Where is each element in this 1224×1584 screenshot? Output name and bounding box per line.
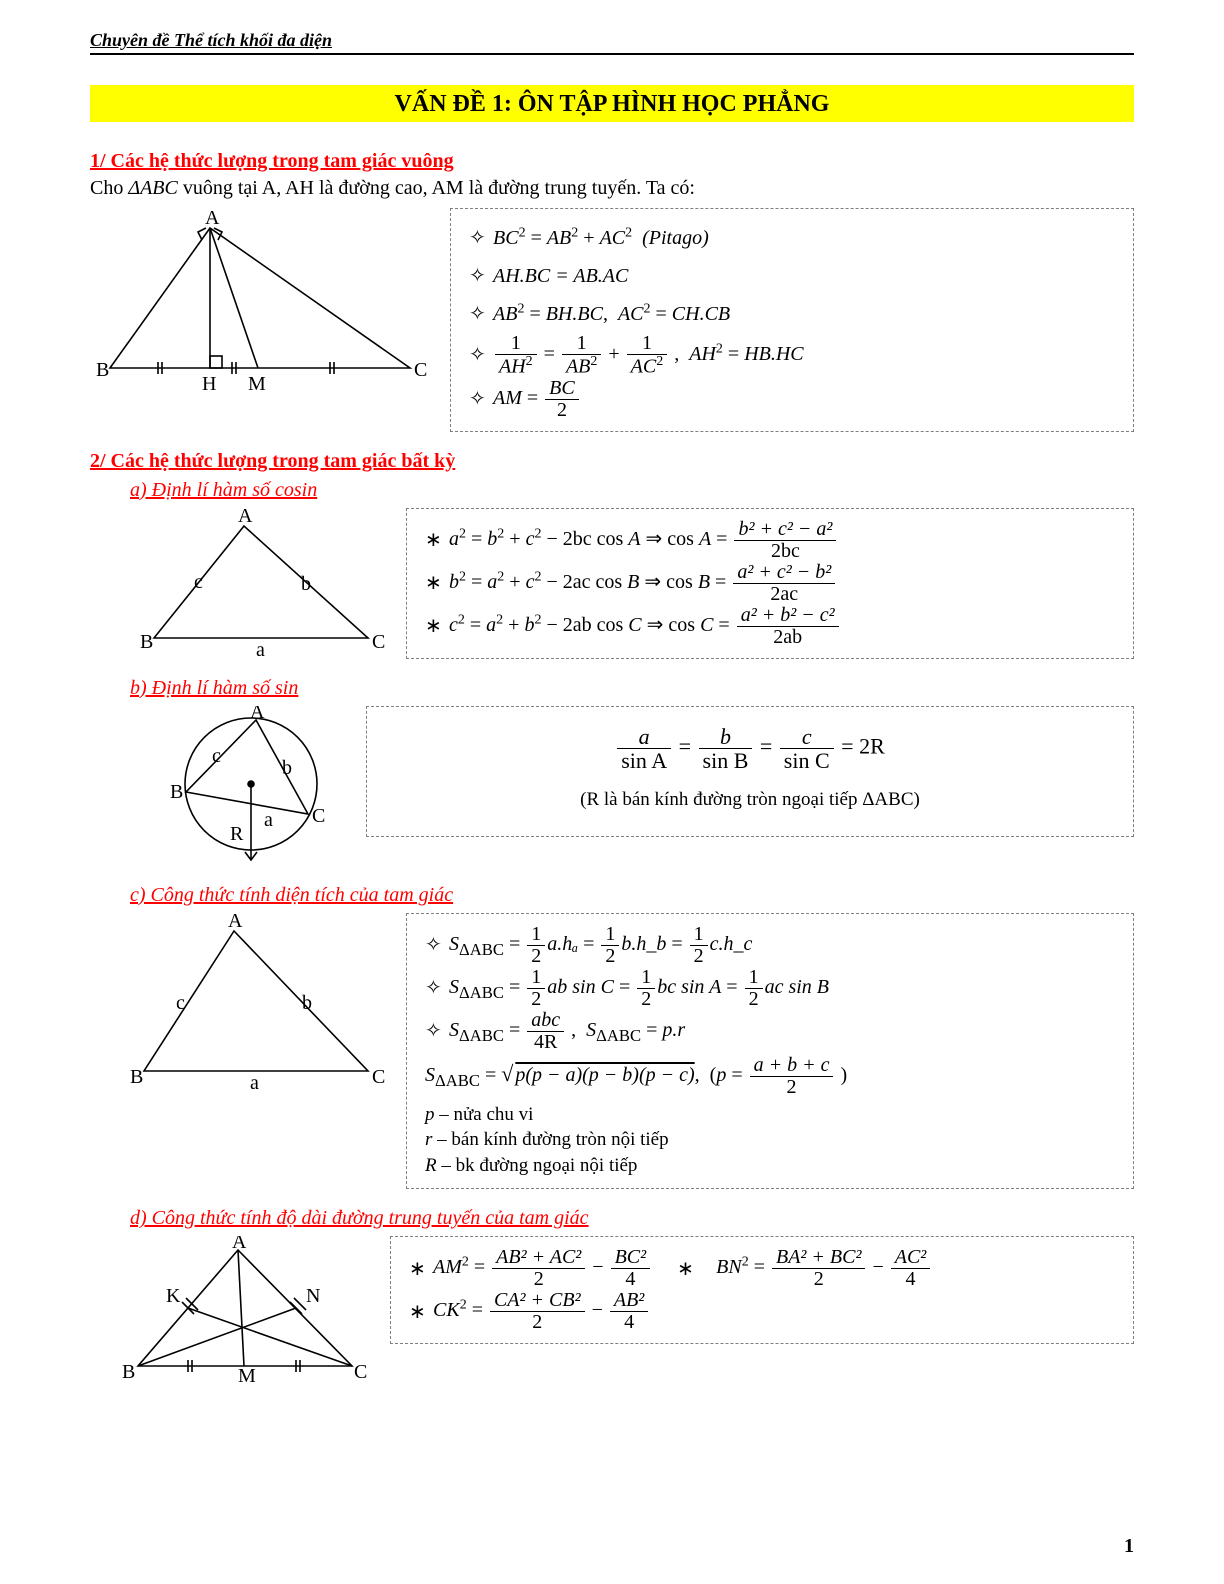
sec1-figure: A B C H M: [90, 208, 430, 398]
sec1-intro: Cho ΔABC vuông tại A, AH là đường cao, A…: [90, 177, 1134, 200]
sec2c-formula-box: ✧ SΔABC = 12a.hₐ = 12b.h_b = 12c.h_c ✧ S…: [406, 913, 1134, 1190]
svg-text:c: c: [176, 992, 185, 1014]
svg-text:C: C: [372, 631, 385, 653]
svg-text:M: M: [238, 1365, 256, 1386]
note-R: R – bk đường ngoại nội tiếp: [425, 1153, 1115, 1179]
svg-text:B: B: [130, 1066, 143, 1088]
sec2b-figure: A B C c b a R: [90, 706, 346, 866]
page-number: 1: [1124, 1535, 1134, 1558]
sec2d-heading: d) Công thức tính độ dài đường trung tuy…: [130, 1207, 1134, 1230]
svg-text:c: c: [194, 571, 203, 593]
svg-text:b: b: [301, 573, 311, 595]
svg-text:a: a: [250, 1072, 259, 1093]
sec2b-note: (R là bán kính đường tròn ngoại tiếp ΔAB…: [385, 782, 1115, 818]
svg-text:b: b: [302, 992, 312, 1014]
note-r: r – bán kính đường tròn nội tiếp: [425, 1127, 1115, 1153]
svg-text:N: N: [306, 1285, 320, 1307]
sec1-intro-suffix: vuông tại A, AH là đường cao, AM là đườn…: [178, 177, 695, 199]
sec2a-figure: A B C c b a: [90, 508, 386, 658]
note-p: p p – nửa chu vi– nửa chu vi: [425, 1102, 1115, 1128]
sec2b-heading: b) Định lí hàm số sin: [130, 677, 1134, 700]
sec2c-figure: A B C c b a: [90, 913, 386, 1093]
sec1-intro-tri: ΔABC: [128, 177, 178, 199]
svg-text:A: A: [232, 1236, 247, 1253]
svg-text:B: B: [170, 781, 183, 803]
sec2c-heading: c) Công thức tính diện tích của tam giác: [130, 884, 1134, 907]
svg-text:A: A: [205, 208, 220, 229]
sec2-heading: 2/ Các hệ thức lượng trong tam giác bất …: [90, 450, 1134, 473]
svg-text:a: a: [264, 809, 273, 831]
sec2d-formula-box: ∗ AM2 = AB² + AC²2 − BC²4 ∗ BN2 = BA² + …: [390, 1236, 1134, 1344]
svg-text:b: b: [282, 757, 292, 779]
section-title: VẤN ĐỀ 1: ÔN TẬP HÌNH HỌC PHẲNG: [90, 85, 1134, 122]
page: Chuyên đề Thể tích khối đa diện VẤN ĐỀ 1…: [0, 0, 1224, 1584]
svg-text:c: c: [212, 745, 221, 767]
svg-text:R: R: [230, 823, 244, 845]
sec1-heading: 1/ Các hệ thức lượng trong tam giác vuôn…: [90, 150, 1134, 173]
svg-text:A: A: [250, 706, 265, 723]
sec2b-formula-box: asin A = bsin B = csin C = 2R (R là bán …: [366, 706, 1134, 837]
svg-text:B: B: [96, 359, 109, 381]
sec1-intro-prefix: Cho: [90, 177, 128, 199]
svg-text:C: C: [372, 1066, 385, 1088]
sec2d-figure: A B C K N M: [90, 1236, 370, 1386]
svg-text:C: C: [414, 359, 427, 381]
svg-text:A: A: [228, 913, 243, 932]
svg-text:a: a: [256, 639, 265, 658]
doc-header: Chuyên đề Thể tích khối đa diện: [90, 30, 1134, 55]
svg-text:C: C: [354, 1361, 367, 1383]
sec1-formula-box: ✧ BC2 = AB2 + AC2 (Pitago) ✧ AH.BC = AB.…: [450, 208, 1134, 432]
svg-text:K: K: [166, 1285, 181, 1307]
svg-text:M: M: [248, 373, 266, 395]
svg-text:H: H: [202, 373, 216, 395]
sec2a-formula-box: ∗ a2 = b2 + c2 − 2bc cos A ⇒ cos A = b² …: [406, 508, 1134, 659]
svg-text:B: B: [140, 631, 153, 653]
svg-text:B: B: [122, 1361, 135, 1383]
svg-text:A: A: [238, 508, 253, 527]
svg-text:C: C: [312, 805, 325, 827]
sec2a-heading: a) Định lí hàm số cosin: [130, 479, 1134, 502]
